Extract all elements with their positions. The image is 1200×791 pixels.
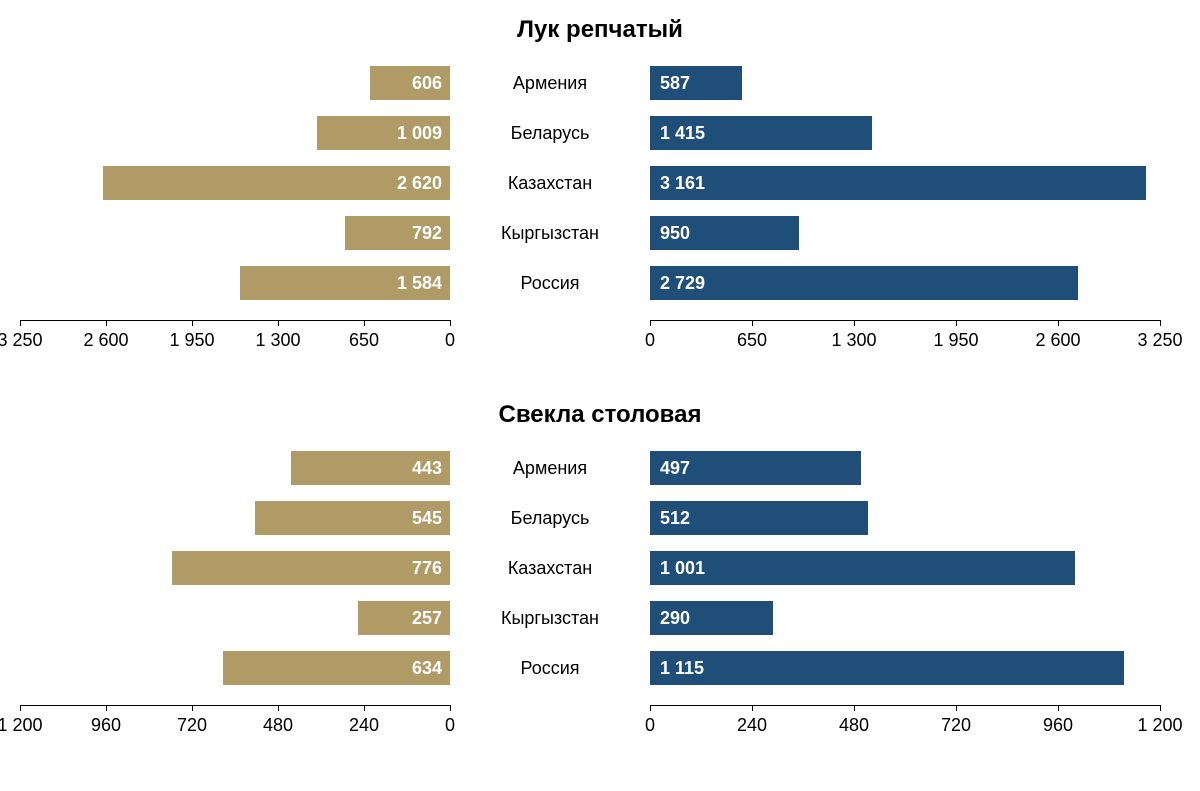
bar-right bbox=[650, 266, 1078, 300]
tick-mark bbox=[650, 320, 651, 326]
tick-label: 1 950 bbox=[169, 330, 214, 351]
tick-label: 3 250 bbox=[1137, 330, 1182, 351]
tick-mark bbox=[450, 320, 451, 326]
tick-mark bbox=[278, 320, 279, 326]
tick-mark bbox=[854, 320, 855, 326]
category-label: Казахстан bbox=[450, 173, 650, 194]
tick-label: 650 bbox=[349, 330, 379, 351]
tick-mark bbox=[20, 705, 21, 711]
tick-mark bbox=[650, 705, 651, 711]
tick-label: 720 bbox=[177, 715, 207, 736]
chart-block-0: Лук репчатый 3 250 2 600 1 950 1 300 650 0 606 1… bbox=[0, 10, 1200, 370]
right-panel: 06501 3001 9502 6003 2505871 4153 161950… bbox=[650, 60, 1160, 370]
category-label: Армения bbox=[450, 73, 650, 94]
category-label: Казахстан bbox=[450, 558, 650, 579]
bar-value-label: 1 415 bbox=[660, 123, 705, 144]
bar-right bbox=[650, 551, 1075, 585]
tick-label: 0 bbox=[645, 715, 655, 736]
right-panel: 02404807209601 2004975121 0012901 115 bbox=[650, 445, 1160, 755]
tick-mark bbox=[956, 705, 957, 711]
tick-label: 0 bbox=[445, 715, 455, 736]
category-label: Беларусь bbox=[450, 123, 650, 144]
bar-value-label: 2 729 bbox=[660, 273, 705, 294]
tick-label: 0 bbox=[645, 330, 655, 351]
category-label: Кыргызстан bbox=[450, 223, 650, 244]
bar-right bbox=[650, 166, 1146, 200]
left-panel: 3 2502 6001 9501 30065006061 0092 620792… bbox=[20, 60, 450, 370]
chart-title: Свекла столовая bbox=[0, 395, 1200, 445]
tick-mark bbox=[854, 705, 855, 711]
bar-value-label: 634 bbox=[412, 658, 442, 679]
bar-value-label: 606 bbox=[412, 73, 442, 94]
tick-label: 3 250 bbox=[0, 330, 43, 351]
tick-mark bbox=[278, 705, 279, 711]
bar-value-label: 257 bbox=[412, 608, 442, 629]
bar-right bbox=[650, 651, 1124, 685]
category-label: Кыргызстан bbox=[450, 608, 650, 629]
chart-panels: 1 200 960 720 480 240 0 443 545 776 257 634 0 240 480… bbox=[0, 445, 1200, 755]
tick-label: 1 950 bbox=[933, 330, 978, 351]
tick-mark bbox=[752, 705, 753, 711]
bar-value-label: 545 bbox=[412, 508, 442, 529]
tick-label: 720 bbox=[941, 715, 971, 736]
bar-value-label: 950 bbox=[660, 223, 690, 244]
bar-value-label: 1 009 bbox=[397, 123, 442, 144]
category-label: Россия bbox=[450, 273, 650, 294]
category-label: Беларусь bbox=[450, 508, 650, 529]
tick-label: 480 bbox=[263, 715, 293, 736]
tick-mark bbox=[752, 320, 753, 326]
bar-value-label: 792 bbox=[412, 223, 442, 244]
tick-label: 960 bbox=[1043, 715, 1073, 736]
category-label: Россия bbox=[450, 658, 650, 679]
bar-left bbox=[172, 551, 450, 585]
tick-mark bbox=[956, 320, 957, 326]
tick-mark bbox=[1160, 705, 1161, 711]
bar-value-label: 776 bbox=[412, 558, 442, 579]
bar-value-label: 3 161 bbox=[660, 173, 705, 194]
tick-mark bbox=[192, 705, 193, 711]
tick-mark bbox=[1160, 320, 1161, 326]
tick-label: 1 200 bbox=[0, 715, 43, 736]
tick-label: 480 bbox=[839, 715, 869, 736]
tick-mark bbox=[20, 320, 21, 326]
tick-label: 650 bbox=[737, 330, 767, 351]
tick-mark bbox=[106, 320, 107, 326]
tick-mark bbox=[192, 320, 193, 326]
category-label: Армения bbox=[450, 458, 650, 479]
tick-mark bbox=[450, 705, 451, 711]
bar-value-label: 1 001 bbox=[660, 558, 705, 579]
bar-value-label: 2 620 bbox=[397, 173, 442, 194]
x-axis-line bbox=[650, 705, 1160, 706]
tick-label: 1 200 bbox=[1137, 715, 1182, 736]
bar-value-label: 512 bbox=[660, 508, 690, 529]
bar-value-label: 1 115 bbox=[660, 658, 704, 679]
tick-label: 2 600 bbox=[1035, 330, 1080, 351]
bar-value-label: 443 bbox=[412, 458, 442, 479]
tick-label: 240 bbox=[349, 715, 379, 736]
tick-mark bbox=[364, 705, 365, 711]
tick-label: 960 bbox=[91, 715, 121, 736]
tick-mark bbox=[1058, 320, 1059, 326]
tick-label: 1 300 bbox=[831, 330, 876, 351]
x-axis-line bbox=[20, 320, 450, 321]
bar-value-label: 290 bbox=[660, 608, 690, 629]
tick-label: 0 bbox=[445, 330, 455, 351]
chart-title: Лук репчатый bbox=[0, 10, 1200, 60]
tick-mark bbox=[364, 320, 365, 326]
bar-value-label: 1 584 bbox=[397, 273, 442, 294]
tick-label: 240 bbox=[737, 715, 767, 736]
tick-label: 1 300 bbox=[255, 330, 300, 351]
chart-block-1: Свекла столовая 1 200 960 720 480 240 0 443 545 7… bbox=[0, 395, 1200, 755]
x-axis-line bbox=[650, 320, 1160, 321]
left-panel: 1 2009607204802400443545776257634 bbox=[20, 445, 450, 755]
bar-value-label: 587 bbox=[660, 73, 690, 94]
x-axis-line bbox=[20, 705, 450, 706]
tick-mark bbox=[1058, 705, 1059, 711]
tick-mark bbox=[106, 705, 107, 711]
chart-panels: 3 250 2 600 1 950 1 300 650 0 606 1 009 2 620 792… bbox=[0, 60, 1200, 370]
tick-label: 2 600 bbox=[83, 330, 128, 351]
bar-value-label: 497 bbox=[660, 458, 690, 479]
